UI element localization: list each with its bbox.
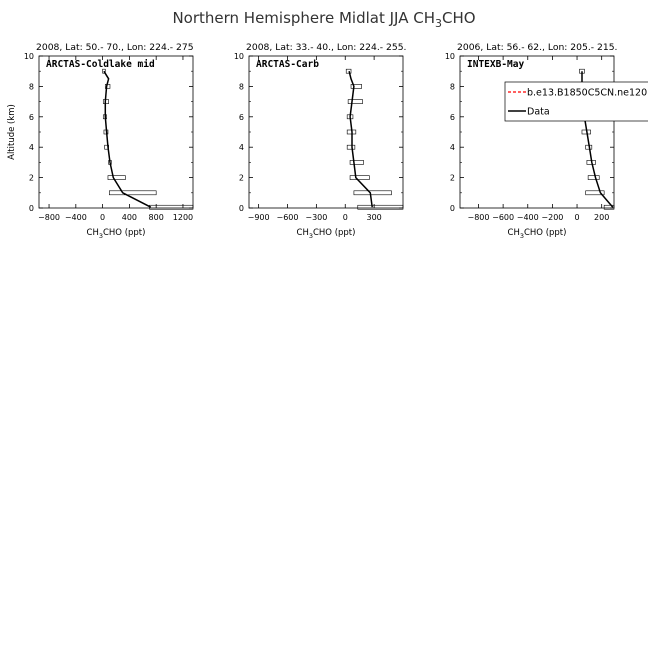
chart-panel: 2008, Lat: 33.- 40., Lon: 224.- 255. ARCT… <box>234 42 407 240</box>
chart-panel: 2008, Lat: 50.- 70., Lon: 224.- 275 ARCTA… <box>7 42 194 240</box>
y-axis-label: Altitude (km) <box>7 104 17 160</box>
y-tick-label: 6 <box>239 113 244 122</box>
plot-frame <box>248 55 404 209</box>
panel-header: 2008, Lat: 50.- 70., Lon: 224.- 275 <box>36 42 194 53</box>
y-tick-label: 6 <box>450 113 455 122</box>
y-tick-label: 4 <box>239 143 244 152</box>
y-tick-label: 8 <box>29 82 34 91</box>
panel-header: 2008, Lat: 33.- 40., Lon: 224.- 255. <box>246 42 406 53</box>
range-box <box>587 175 600 180</box>
y-tick-label: 8 <box>239 82 244 91</box>
x-axis-label: CH3CHO (ppt) <box>508 228 567 240</box>
range-box <box>357 204 404 210</box>
x-tick-label: −400 <box>65 213 87 222</box>
plot-frame <box>38 55 194 209</box>
range-box <box>345 68 352 74</box>
legend-data-label: Data <box>527 107 550 118</box>
x-tick-label: 1200 <box>173 213 193 222</box>
range-box <box>349 160 364 165</box>
x-axis-label: CH3CHO (ppt) <box>297 228 356 240</box>
y-tick-label: 2 <box>450 174 455 183</box>
x-tick-label: 400 <box>122 213 137 222</box>
x-axis-label: CH3CHO (ppt) <box>87 228 146 240</box>
range-box <box>107 175 126 180</box>
x-tick-label: −600 <box>277 213 299 222</box>
data-series-line <box>103 70 152 208</box>
range-box <box>350 84 362 89</box>
campaign-label: ARCTAS-Coldlake mid <box>46 59 155 70</box>
x-tick-label: −200 <box>541 213 563 222</box>
range-box <box>346 144 356 150</box>
plot-frame <box>459 55 615 209</box>
range-box <box>585 190 605 196</box>
panel-header: 2006, Lat: 56.- 62., Lon: 205.- 215. <box>457 42 617 53</box>
data-series-line <box>348 71 373 208</box>
x-tick-label: −800 <box>467 213 489 222</box>
range-box <box>347 99 363 104</box>
range-box <box>349 175 370 180</box>
y-tick-label: 0 <box>29 204 34 213</box>
y-tick-label: 10 <box>445 52 455 61</box>
y-tick-label: 0 <box>450 204 455 213</box>
legend: b.e13.B1850C5CN.ne120 Data <box>504 81 648 122</box>
y-tick-label: 4 <box>29 143 34 152</box>
range-box <box>603 204 615 210</box>
x-tick-label: −600 <box>492 213 514 222</box>
y-tick-label: 8 <box>450 82 455 91</box>
x-tick-label: 200 <box>594 213 609 222</box>
y-tick-label: 0 <box>239 204 244 213</box>
x-tick-label: −800 <box>38 213 60 222</box>
y-tick-label: 6 <box>29 113 34 122</box>
x-tick-label: 0 <box>100 213 105 222</box>
range-box <box>353 190 392 196</box>
campaign-label: INTEXB-May <box>467 59 524 70</box>
x-tick-label: 300 <box>366 213 381 222</box>
x-tick-label: −900 <box>248 213 270 222</box>
y-tick-label: 4 <box>450 143 455 152</box>
legend-frame <box>504 81 648 122</box>
x-tick-label: −400 <box>517 213 539 222</box>
range-box <box>109 190 157 196</box>
figure-title: Northern Hemisphere Midlat JJA CH3CHO <box>172 9 475 30</box>
chart-panel: 2006, Lat: 56.- 62., Lon: 205.- 215. INTE… <box>445 42 618 240</box>
y-tick-label: 10 <box>24 52 34 61</box>
chart-panels: 2008, Lat: 50.- 70., Lon: 224.- 275 ARCTA… <box>7 42 617 240</box>
legend-model-label: b.e13.B1850C5CN.ne120 <box>527 88 647 99</box>
range-box <box>102 68 106 74</box>
y-tick-label: 10 <box>234 52 244 61</box>
y-tick-label: 2 <box>29 174 34 183</box>
x-tick-label: 0 <box>343 213 348 222</box>
x-tick-label: 800 <box>149 213 164 222</box>
y-tick-label: 2 <box>239 174 244 183</box>
x-tick-label: −300 <box>305 213 327 222</box>
x-tick-label: 0 <box>574 213 579 222</box>
campaign-label: ARCTAS-Carb <box>256 59 319 70</box>
